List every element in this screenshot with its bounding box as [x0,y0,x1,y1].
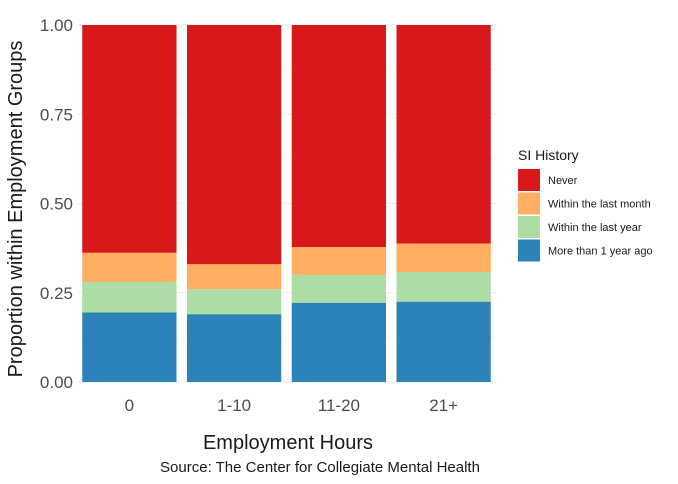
x-tick-label: 1-10 [217,396,251,415]
legend-label: Never [548,175,578,187]
bar-segment [396,272,491,302]
bar-segment [82,252,177,283]
bar-segment [291,274,387,303]
bar-segment [291,25,387,248]
x-axis-title: Employment Hours [203,432,373,454]
y-axis-title: Proportion within Employment Groups [5,41,27,378]
bar-segment [82,282,177,313]
y-axis-ticks: 0.00 0.25 0.50 0.75 1.00 [40,16,73,392]
y-tick-label: 0.25 [40,284,73,303]
bar-segment [82,312,177,382]
source-caption: Source: The Center for Collegiate Mental… [160,459,480,476]
legend-key [518,216,540,238]
bar-segment [186,289,282,315]
x-tick-label: 0 [125,396,134,415]
bars [82,25,491,382]
bar-segment [82,25,177,253]
legend-key [518,239,540,262]
bar-segment [186,314,282,382]
bar-segment [396,301,491,382]
legend: SI History Never Within the last month Wit… [518,147,653,262]
legend-label: Within the last month [548,199,651,211]
bar-segment [291,247,387,275]
y-tick-label: 0.75 [40,105,73,124]
bar-segment [186,25,282,265]
y-tick-label: 0.00 [40,373,73,392]
legend-title: SI History [518,147,579,163]
legend-key [518,192,540,215]
x-axis-ticks: 0 1-10 11-20 21+ [125,396,458,415]
legend-key [518,169,540,191]
bar-segment [186,264,282,290]
legend-label: More than 1 year ago [548,246,653,258]
x-tick-label: 11-20 [318,396,360,415]
bar-segment [291,302,387,382]
y-tick-label: 1.00 [40,16,73,35]
y-tick-label: 0.50 [40,195,73,214]
bar-segment [396,25,491,244]
x-tick-label: 21+ [429,396,458,415]
bar-segment [396,243,491,273]
legend-label: Within the last year [548,222,642,234]
